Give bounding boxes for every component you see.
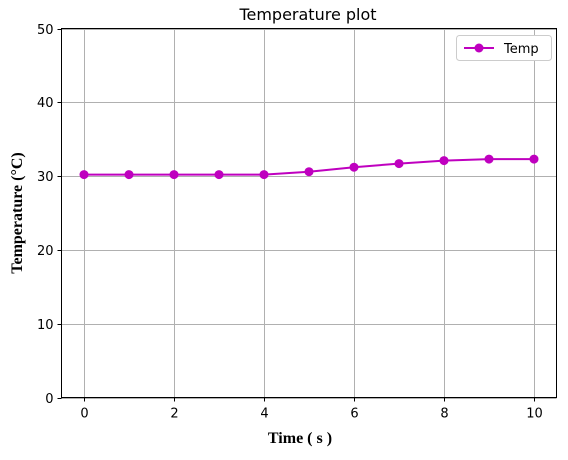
temp-data-point [439, 156, 449, 166]
legend: Temp [456, 35, 552, 61]
temp-data-point [259, 170, 269, 180]
y-tick-label: 0 [45, 392, 53, 407]
x-axis-label: Time ( s ) [268, 430, 332, 447]
temp-data-point [529, 154, 539, 164]
temp-data-point [214, 170, 224, 180]
temp-data-point [349, 162, 359, 172]
y-tick-label: 50 [37, 23, 54, 38]
temp-data-point [124, 170, 134, 180]
temp-data-point [304, 167, 314, 177]
x-tick-label: 6 [350, 407, 358, 422]
x-tick-label: 8 [440, 407, 448, 422]
y-axis-label: Temperature (°C) [9, 152, 26, 273]
x-tick-label: 0 [80, 407, 88, 422]
legend-label: Temp [503, 42, 539, 57]
chart-title: Temperature plot [238, 5, 376, 24]
axis-ticks: 0 2 4 6 8 10 0 10 20 30 40 50 [37, 23, 543, 422]
plot-frame [61, 28, 557, 398]
grid-lines [61, 28, 557, 399]
legend-box [456, 35, 552, 61]
series-layer [79, 154, 539, 180]
y-tick-label: 40 [37, 96, 54, 111]
y-tick-label: 10 [37, 318, 54, 333]
x-tick-label: 10 [526, 407, 543, 422]
temp-data-point [79, 170, 89, 180]
x-tick-label: 2 [170, 407, 178, 422]
temp-data-point [484, 154, 494, 164]
y-tick-label: 20 [37, 244, 54, 259]
temp-data-point [169, 170, 179, 180]
legend-marker-swatch [474, 43, 484, 53]
y-tick-label: 30 [37, 170, 54, 185]
temp-data-point [394, 159, 404, 169]
x-tick-label: 4 [260, 407, 268, 422]
